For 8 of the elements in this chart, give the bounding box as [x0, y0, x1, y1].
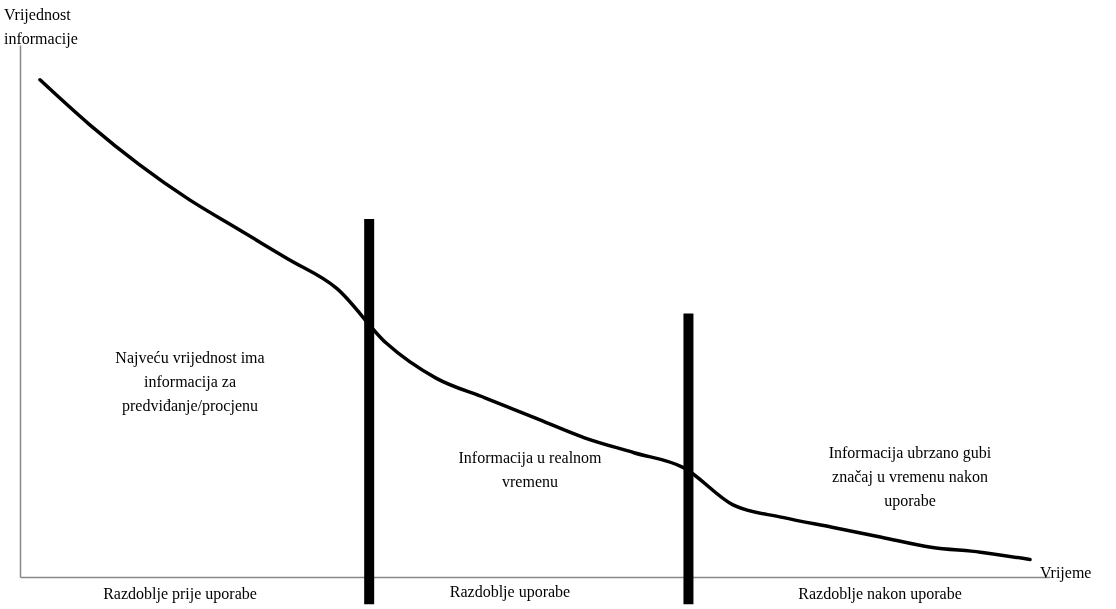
text: Razdoblje prije uporabe: [103, 585, 257, 603]
annotation: Najveću vrijednost ima informacija za predviđanje/procjenu: [115, 349, 265, 415]
text: Razdoblje uporabe: [449, 583, 571, 601]
annotation: Informacija u realnom vremenu: [458, 449, 603, 490]
text: Razdoblje nakon uporabe: [798, 585, 962, 603]
y-axis-title: Vrijednost informacije: [4, 6, 78, 48]
x-axis-title: Vrijeme: [1040, 564, 1092, 582]
annotation: Informacija ubrzano gubi značaj u vremenu nakon uporabe: [828, 444, 992, 510]
